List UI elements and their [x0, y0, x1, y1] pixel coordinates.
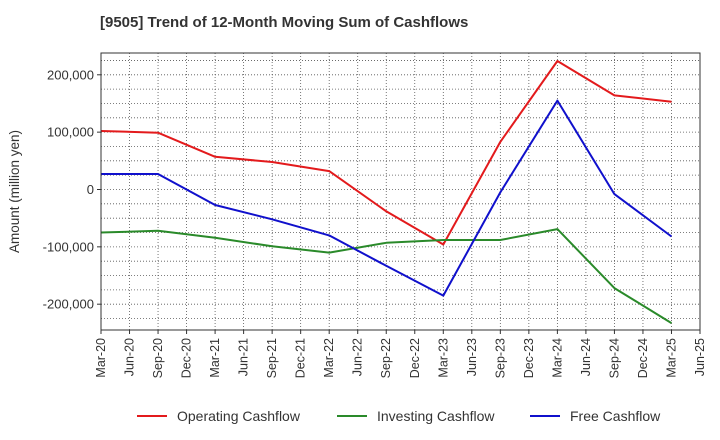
y-tick-label: 100,000 — [47, 125, 94, 140]
chart-title: [9505] Trend of 12-Month Moving Sum of C… — [100, 14, 469, 31]
legend-item-free-cashflow: Free Cashflow — [530, 406, 660, 426]
x-tick-label: Dec-24 — [636, 338, 650, 378]
y-tick-label: -200,000 — [43, 297, 94, 312]
x-tick-label: Jun-21 — [237, 338, 251, 376]
x-tick-label: Mar-20 — [94, 338, 108, 378]
x-tick-label: Mar-25 — [664, 338, 678, 378]
legend-swatch — [337, 415, 367, 417]
series-line-investing-cashflow — [100, 228, 673, 324]
x-tick-label: Jun-24 — [579, 338, 593, 376]
x-tick-label: Mar-24 — [550, 338, 564, 378]
x-tick-label: Sep-24 — [607, 338, 621, 378]
legend: Operating Cashflow Investing Cashflow Free… — [0, 406, 720, 426]
x-tick-label: Dec-20 — [180, 338, 194, 378]
legend-item-operating-cashflow: Operating Cashflow — [137, 406, 300, 426]
series-line-operating-cashflow — [100, 60, 672, 246]
x-tick-label: Sep-21 — [265, 338, 279, 378]
legend-swatch — [137, 415, 167, 417]
x-tick-label: Dec-21 — [294, 338, 308, 378]
legend-swatch — [530, 415, 560, 417]
legend-label: Operating Cashflow — [177, 408, 300, 424]
grid-lines — [100, 53, 701, 330]
x-tick-label: Mar-23 — [436, 338, 450, 378]
x-tick-label: Sep-22 — [379, 338, 393, 378]
x-tick-label: Jun-20 — [123, 338, 137, 376]
series-lines — [100, 60, 673, 324]
legend-label: Free Cashflow — [570, 408, 661, 424]
legend-item-investing-cashflow: Investing Cashflow — [337, 406, 495, 426]
x-tick-label: Sep-20 — [151, 338, 165, 378]
x-tick-label: Jun-22 — [351, 338, 365, 376]
x-tick-label: Mar-22 — [322, 338, 336, 378]
x-axis-ticks: Mar-20 Jun-20 Sep-20 Dec-20 Mar-21 Jun-21 Sep-… — [94, 330, 707, 378]
x-tick-label: Jun-23 — [465, 338, 479, 376]
x-tick-label: Dec-22 — [408, 338, 422, 378]
legend-label: Investing Cashflow — [377, 408, 495, 424]
y-tick-label: -100,000 — [43, 239, 94, 254]
x-tick-label: Dec-23 — [522, 338, 536, 378]
x-tick-label: Jun-25 — [693, 338, 707, 376]
y-axis-label: Amount (million yen) — [7, 130, 22, 253]
y-tick-label: 0 — [87, 182, 94, 197]
plot-frame — [100, 52, 701, 331]
y-tick-label: 200,000 — [47, 67, 94, 82]
x-tick-label: Mar-21 — [208, 338, 222, 378]
series-line-free-cashflow — [101, 99, 673, 297]
x-tick-label: Sep-23 — [493, 338, 507, 378]
y-axis-ticks: -200,000 -100,000 0 100,000 200,000 — [43, 67, 101, 312]
